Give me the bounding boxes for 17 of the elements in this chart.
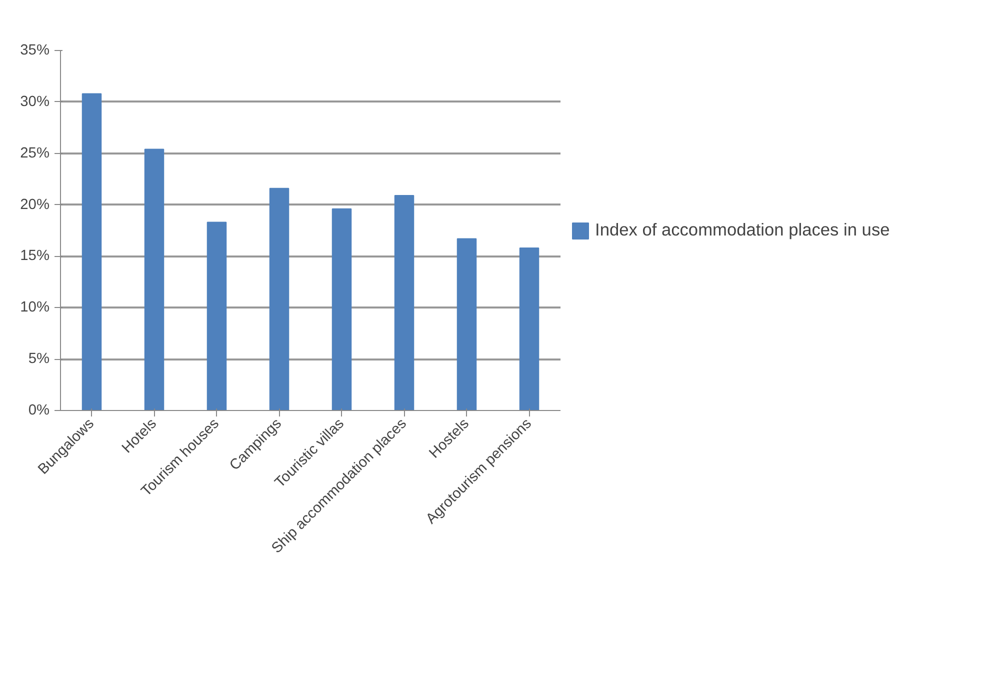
y-tick-label: 20% [20, 196, 50, 213]
y-tick-label: 5% [28, 351, 50, 368]
bar [269, 188, 290, 410]
y-tick-label: 10% [20, 300, 50, 316]
bar [394, 195, 414, 410]
y-tick-label: 0% [28, 402, 50, 418]
bar [332, 208, 352, 410]
legend-label: Index of accommodation places in use [595, 220, 890, 240]
y-tick-label: 35% [20, 42, 50, 58]
y-tick-label: 30% [20, 94, 50, 110]
y-tick-label: 25% [20, 145, 50, 162]
y-tick-label: 15% [20, 248, 50, 264]
bar [206, 222, 227, 410]
bar [144, 148, 164, 410]
bar [456, 238, 477, 410]
bar [519, 247, 540, 410]
bar [82, 93, 102, 410]
